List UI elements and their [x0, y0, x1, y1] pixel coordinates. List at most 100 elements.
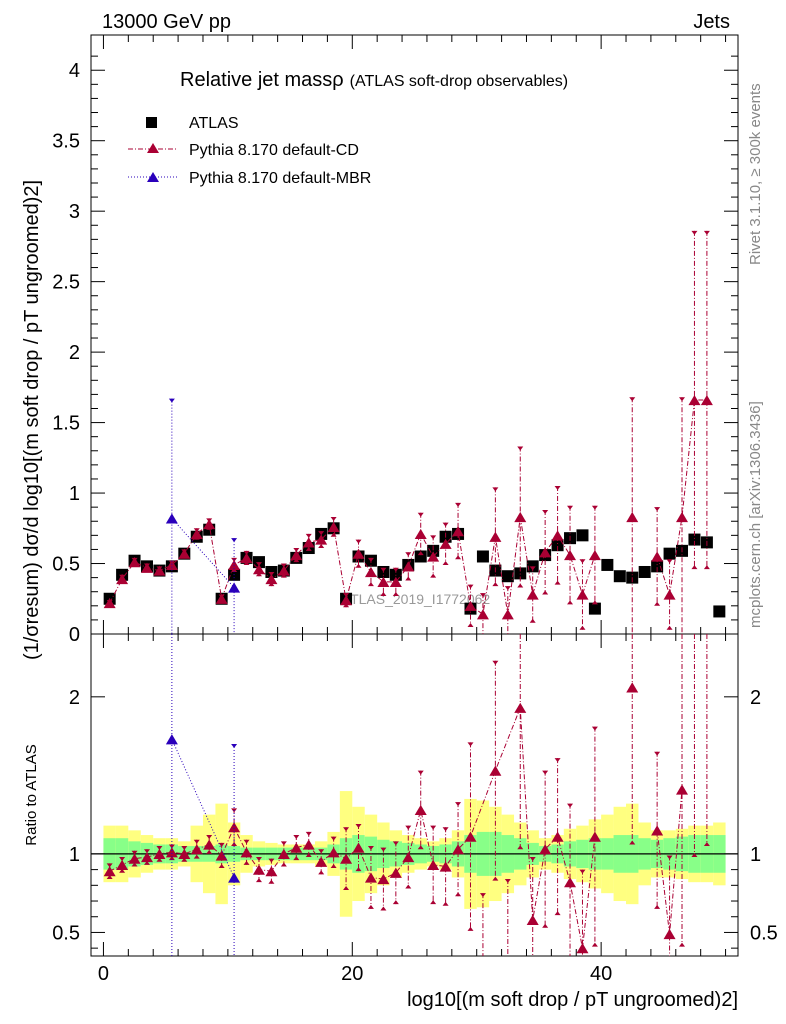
atlas-point	[613, 570, 626, 583]
error-cap	[231, 842, 238, 847]
error-cap	[430, 825, 437, 830]
marker-triangle	[402, 851, 415, 863]
error-cap	[343, 886, 350, 891]
error-cap	[654, 904, 661, 909]
error-cap	[455, 555, 462, 560]
marker-triangle	[676, 511, 689, 523]
error-cap	[218, 864, 225, 869]
error-cap	[666, 855, 673, 860]
error-cap	[691, 230, 698, 235]
legend-marker-mbr	[147, 172, 159, 182]
error-cap	[591, 505, 598, 510]
energy-label: 13000 GeV pp	[102, 11, 231, 33]
error-cap	[554, 486, 561, 491]
y-tick-label-ratio: 0.5	[52, 922, 80, 944]
error-cap	[492, 660, 499, 665]
error-cap	[455, 892, 462, 897]
series-line	[109, 707, 596, 949]
error-cap	[330, 864, 337, 869]
error-cap	[143, 860, 150, 865]
marker-triangle	[165, 559, 178, 571]
atlas-point	[588, 602, 601, 615]
marker-triangle	[489, 765, 502, 776]
marker-triangle	[352, 548, 365, 559]
error-cap	[206, 849, 213, 854]
marker-triangle	[427, 551, 440, 562]
error-cap	[168, 398, 175, 403]
x-tick-label: 20	[341, 963, 363, 985]
error-cap	[380, 847, 387, 852]
error-cap	[679, 397, 686, 402]
y-tick-label-main: 1.5	[52, 413, 80, 435]
error-cap	[106, 875, 113, 880]
error-cap	[392, 900, 399, 905]
error-cap	[529, 618, 536, 623]
error-cap	[442, 522, 449, 527]
error-cap	[405, 884, 412, 889]
error-cap	[703, 842, 710, 847]
error-cap	[430, 900, 437, 905]
error-cap	[293, 835, 300, 840]
error-cap	[517, 446, 524, 451]
error-cap	[591, 600, 598, 605]
error-cap	[405, 576, 412, 581]
legend-label-atlas: ATLAS	[189, 115, 239, 132]
error-cap	[579, 869, 586, 874]
x-axis-title: log10[(m soft drop / pT ungroomed)2]	[407, 989, 738, 1011]
error-cap	[392, 591, 399, 596]
error-cap	[305, 533, 312, 538]
atlas-point	[501, 570, 514, 583]
error-cap	[367, 904, 374, 909]
marker-triangle	[476, 609, 489, 620]
atlas-point	[688, 533, 701, 546]
y-tick-label-main: 4	[69, 60, 80, 82]
error-cap	[218, 842, 225, 847]
error-cap	[156, 857, 163, 862]
atlas-point	[601, 558, 614, 571]
error-cap	[579, 625, 586, 630]
error-cap	[392, 841, 399, 846]
marker-triangle	[688, 394, 701, 406]
error-cap	[567, 803, 574, 808]
error-cap	[330, 836, 337, 841]
error-cap	[417, 845, 424, 850]
error-cap	[467, 584, 474, 589]
error-cap	[206, 835, 213, 840]
y-tick-label-main: 3	[69, 201, 80, 223]
error-cap	[703, 565, 710, 570]
axes: 0 20 40 0 0.5 1 1.5 2 2.5 3 3.5 4 0.5 0.5 1 1 2 2	[52, 35, 778, 985]
error-cap	[542, 590, 549, 595]
legend-marker-cd	[147, 143, 159, 153]
marker-triangle	[439, 861, 452, 872]
error-cap	[430, 535, 437, 540]
marker-triangle	[389, 576, 402, 587]
marker-triangle	[526, 589, 539, 600]
error-cap	[243, 839, 250, 844]
marker-triangle	[377, 576, 390, 587]
atlas-point	[551, 539, 564, 552]
marker-triangle	[315, 534, 328, 545]
error-cap	[181, 857, 188, 862]
error-cap	[293, 856, 300, 861]
legend-label-cd: Pythia 8.170 default-CD	[189, 142, 359, 159]
marker-triangle	[651, 551, 664, 562]
error-cap	[255, 878, 262, 883]
series-line	[656, 789, 683, 935]
error-cap	[666, 559, 673, 564]
ratio-series	[103, 634, 710, 956]
main-series	[103, 230, 726, 634]
error-cap	[654, 601, 661, 606]
marker-triangle	[178, 848, 191, 860]
error-cap	[629, 397, 636, 402]
y-tick-label-ratio-right: 2	[750, 687, 761, 709]
error-cap	[405, 552, 412, 557]
marker-triangle	[277, 848, 290, 860]
marker-triangle	[651, 825, 664, 836]
x-tick-label: 40	[590, 963, 612, 985]
error-cap	[542, 770, 549, 775]
error-cap	[318, 870, 325, 875]
error-cap	[455, 802, 462, 807]
error-cap	[280, 862, 287, 867]
marker-triangle	[576, 589, 589, 600]
y-tick-label-main: 1	[69, 483, 80, 505]
